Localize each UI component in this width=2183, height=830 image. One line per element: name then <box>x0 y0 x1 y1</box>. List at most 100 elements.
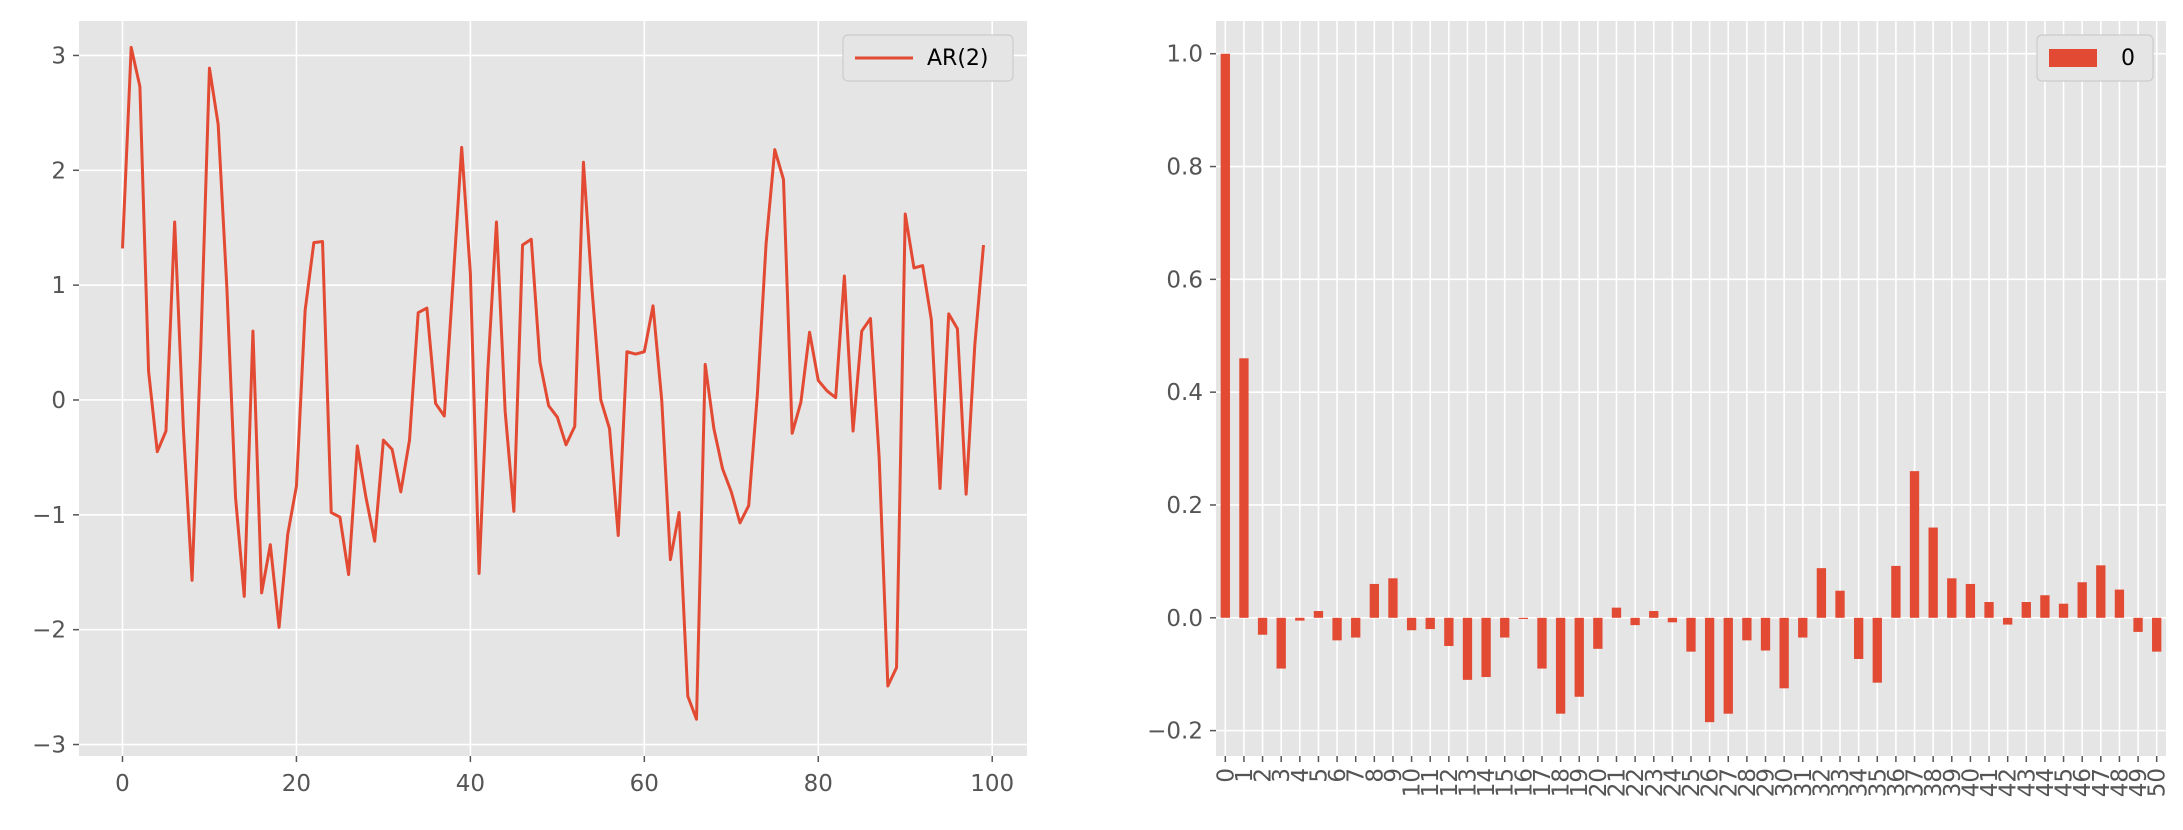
bar-lag-23 <box>1649 611 1659 618</box>
bar-lag-25 <box>1686 617 1696 652</box>
bar-lag-33 <box>1835 590 1845 618</box>
bar-lag-49 <box>2133 617 2143 632</box>
y-tick-label: 0 <box>51 388 66 414</box>
x-tick-label: 35 <box>1865 768 1891 797</box>
bar-lag-39 <box>1947 578 1957 618</box>
bar-chart-autocorrelation: 0123456789101112131415161718192021222324… <box>1147 21 2171 797</box>
x-tick-label: 13 <box>1455 768 1481 797</box>
x-tick-label: 22 <box>1623 768 1649 797</box>
line-series-ar2 <box>120 45 986 721</box>
bar-lag-28 <box>1742 617 1752 641</box>
x-tick-label: 100 <box>970 771 1014 797</box>
bar-lag-46 <box>2077 582 2087 618</box>
legend-label: 0 <box>2121 46 2135 71</box>
x-tick-label: 1 <box>1232 768 1258 783</box>
y-tick-label: 1 <box>51 273 66 299</box>
bar-lag-5 <box>1313 611 1324 618</box>
bar-series-layer <box>1220 53 2162 723</box>
x-tick-label: 15 <box>1493 768 1519 797</box>
bar-lag-18 <box>1555 617 1566 714</box>
x-tick-label: 45 <box>2052 768 2078 797</box>
x-tick-label: 42 <box>1996 768 2022 797</box>
bar-lag-19 <box>1574 617 1584 697</box>
bar-lag-7 <box>1351 617 1361 638</box>
bar-chart-legend: 0 <box>2036 34 2154 82</box>
bar-lag-17 <box>1537 617 1547 669</box>
x-tick-label: 4 <box>1288 768 1314 783</box>
line-plot-area <box>79 21 1027 756</box>
x-tick-label: 29 <box>1754 768 1780 797</box>
x-tick-label: 3 <box>1269 768 1295 783</box>
legend-box <box>842 34 1014 82</box>
bar-lag-10 <box>1406 617 1417 631</box>
y-tick-label: 0.2 <box>1166 493 1203 519</box>
x-tick-label: 26 <box>1698 768 1724 797</box>
y-tick-label: −1 <box>32 503 66 529</box>
line-series-layer <box>120 45 986 721</box>
bar-lag-29 <box>1760 617 1771 651</box>
x-tick-label: 39 <box>1940 768 1966 797</box>
bar-lag-34 <box>1853 617 1864 659</box>
bar-lag-2 <box>1257 617 1268 635</box>
x-tick-label: 19 <box>1567 768 1593 797</box>
y-tick-label: 0.4 <box>1166 380 1203 406</box>
bar-lag-11 <box>1425 617 1435 630</box>
bar-lag-24 <box>1667 617 1678 623</box>
x-tick-label: 31 <box>1791 768 1817 797</box>
x-tick-label: 38 <box>1921 768 1947 797</box>
bar-lag-0 <box>1220 53 1230 618</box>
x-tick-label: 7 <box>1344 768 1370 783</box>
y-tick-label: 0.0 <box>1166 606 1203 632</box>
x-tick-label: 0 <box>1213 768 1239 783</box>
x-tick-label: 6 <box>1325 768 1351 783</box>
bar-lag-6 <box>1332 617 1342 641</box>
bar-lag-3 <box>1276 617 1286 669</box>
bar-lag-13 <box>1462 617 1473 680</box>
x-tick-label: 46 <box>2070 768 2096 797</box>
bar-lag-21 <box>1611 607 1622 618</box>
bar-lag-35 <box>1872 617 1882 683</box>
x-tick-label: 25 <box>1679 768 1705 797</box>
bar-lag-36 <box>1891 565 1901 618</box>
x-tick-label: 47 <box>2089 768 2115 797</box>
x-tick-label: 12 <box>1437 768 1463 797</box>
x-tick-label: 43 <box>2014 768 2040 797</box>
x-tick-label: 80 <box>804 771 833 797</box>
x-tick-label: 34 <box>1847 768 1873 797</box>
y-tick-label: 2 <box>51 158 66 184</box>
legend-label: AR(2) <box>927 46 989 71</box>
x-tick-label: 9 <box>1381 768 1407 783</box>
bar-chart-y-axis: −0.2 0.0 0.2 0.4 0.6 0.8 1.0 <box>1147 42 1216 745</box>
y-tick-label: 0.8 <box>1166 155 1203 181</box>
x-tick-label: 23 <box>1642 768 1668 797</box>
bar-lag-27 <box>1723 617 1733 714</box>
x-tick-label: 28 <box>1735 768 1761 797</box>
x-tick-label: 2 <box>1251 768 1277 783</box>
bar-lag-44 <box>2040 595 2050 618</box>
bar-lag-47 <box>2096 565 2106 618</box>
y-tick-label: −2 <box>32 618 66 644</box>
bar-lag-12 <box>1444 617 1454 646</box>
bar-lag-38 <box>1928 527 1938 618</box>
bar-lag-43 <box>2021 602 2031 618</box>
bar-lag-45 <box>2058 603 2069 618</box>
bar-lag-4 <box>1295 617 1305 621</box>
x-tick-label: 18 <box>1549 768 1575 797</box>
bar-chart-x-axis: 0123456789101112131415161718192021222324… <box>1213 756 2171 797</box>
y-tick-label: 3 <box>51 43 66 69</box>
x-tick-label: 14 <box>1474 768 1500 797</box>
legend-bar-swatch <box>2049 49 2097 67</box>
x-tick-label: 10 <box>1400 768 1426 797</box>
bar-lag-14 <box>1481 617 1491 678</box>
x-tick-label: 16 <box>1511 768 1537 797</box>
bar-lag-8 <box>1369 583 1379 618</box>
x-tick-label: 24 <box>1660 768 1686 797</box>
bar-lag-41 <box>1984 602 1994 618</box>
x-tick-label: 50 <box>2145 768 2171 797</box>
x-tick-label: 20 <box>282 771 311 797</box>
line-chart-legend: AR(2) <box>842 34 1014 82</box>
x-tick-label: 40 <box>456 771 485 797</box>
line-chart-x-axis: 0 20 40 60 80 100 <box>115 756 1014 797</box>
bar-lag-20 <box>1593 617 1603 649</box>
